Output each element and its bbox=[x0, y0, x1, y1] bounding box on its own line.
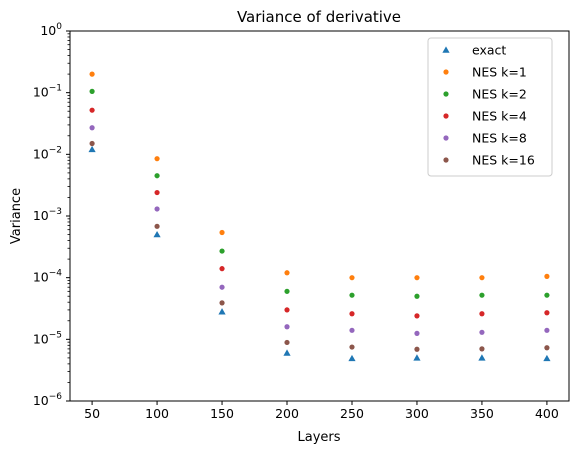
data-point bbox=[414, 346, 420, 352]
data-point bbox=[349, 275, 355, 281]
legend-marker bbox=[443, 135, 449, 141]
data-point bbox=[414, 293, 420, 299]
legend-label: NES k=2 bbox=[472, 87, 527, 102]
data-points bbox=[88, 71, 551, 362]
data-point bbox=[284, 270, 290, 276]
data-point bbox=[218, 308, 226, 315]
legend-label: NES k=16 bbox=[472, 153, 535, 168]
legend-marker bbox=[443, 91, 449, 97]
x-tick-label: 50 bbox=[84, 406, 100, 421]
data-point bbox=[478, 354, 486, 361]
data-point bbox=[349, 311, 355, 317]
data-point bbox=[349, 344, 355, 350]
data-point bbox=[544, 345, 550, 351]
legend-marker bbox=[443, 113, 449, 119]
data-point bbox=[154, 223, 160, 229]
data-point bbox=[479, 275, 485, 281]
data-point bbox=[414, 313, 420, 319]
data-point bbox=[479, 329, 485, 335]
data-point bbox=[284, 339, 290, 346]
x-tick-label: 250 bbox=[340, 406, 364, 421]
data-point bbox=[284, 324, 290, 330]
data-point bbox=[479, 311, 485, 317]
data-point bbox=[89, 107, 95, 113]
x-tick-label: 350 bbox=[470, 406, 494, 421]
legend-box bbox=[427, 37, 553, 177]
axis-ticks: 50 100 150 200 250 300 350 400 10−6 10−5 10−4 10−3 1… bbox=[33, 22, 559, 421]
x-tick-label: 200 bbox=[275, 406, 299, 421]
data-point bbox=[89, 71, 95, 77]
data-point bbox=[88, 145, 96, 153]
x-tick-label: 150 bbox=[210, 406, 234, 421]
data-point bbox=[153, 230, 161, 238]
data-point bbox=[219, 248, 225, 254]
data-point bbox=[414, 275, 420, 281]
data-point bbox=[283, 349, 291, 356]
x-tick-label: 100 bbox=[145, 406, 169, 421]
legend-label: NES k=4 bbox=[472, 109, 527, 124]
data-point bbox=[284, 288, 290, 294]
data-point bbox=[89, 125, 95, 131]
legend-label: NES k=1 bbox=[472, 65, 527, 80]
legend-label: exact bbox=[472, 43, 506, 58]
legend-marker bbox=[442, 46, 450, 53]
data-point bbox=[349, 292, 355, 298]
y-tick-label: 10−6 bbox=[33, 392, 62, 408]
y-tick-label: 10−2 bbox=[33, 145, 62, 161]
data-point bbox=[544, 273, 550, 279]
x-tick-label: 400 bbox=[535, 406, 559, 421]
y-tick-label: 100 bbox=[40, 22, 62, 38]
data-point bbox=[349, 327, 355, 333]
data-point bbox=[479, 346, 485, 352]
y-tick-label: 10−3 bbox=[33, 207, 62, 223]
data-point bbox=[154, 189, 160, 196]
legend-label: NES k=8 bbox=[472, 131, 527, 146]
y-tick-label: 10−4 bbox=[33, 269, 62, 285]
data-point bbox=[89, 140, 95, 147]
data-point bbox=[543, 354, 551, 362]
legend: exact NES k=1 NES k=2 NES k=4 NES k=8 NES k=1… bbox=[427, 37, 553, 177]
y-axis-label: Variance bbox=[9, 188, 24, 244]
y-tick-label: 10−5 bbox=[33, 330, 62, 346]
data-point bbox=[154, 206, 160, 212]
data-point bbox=[284, 307, 290, 313]
plot-frame bbox=[69, 30, 570, 402]
data-point bbox=[413, 354, 421, 361]
data-point bbox=[154, 173, 160, 179]
chart-title: Variance of derivative bbox=[237, 8, 401, 26]
y-tick-label: 10−1 bbox=[33, 84, 62, 100]
legend-marker bbox=[443, 69, 449, 75]
data-point bbox=[348, 354, 356, 362]
data-point bbox=[219, 300, 225, 306]
data-point bbox=[219, 266, 225, 272]
data-point bbox=[414, 330, 420, 336]
data-point bbox=[479, 292, 485, 298]
data-point bbox=[219, 229, 225, 236]
legend-marker bbox=[443, 157, 449, 163]
data-point bbox=[544, 327, 550, 333]
data-point bbox=[89, 88, 95, 94]
x-axis-label: Layers bbox=[297, 430, 340, 445]
data-point bbox=[219, 284, 225, 290]
x-tick-label: 300 bbox=[405, 406, 429, 421]
data-point bbox=[544, 310, 550, 316]
data-point bbox=[154, 156, 160, 162]
data-point bbox=[544, 292, 550, 298]
